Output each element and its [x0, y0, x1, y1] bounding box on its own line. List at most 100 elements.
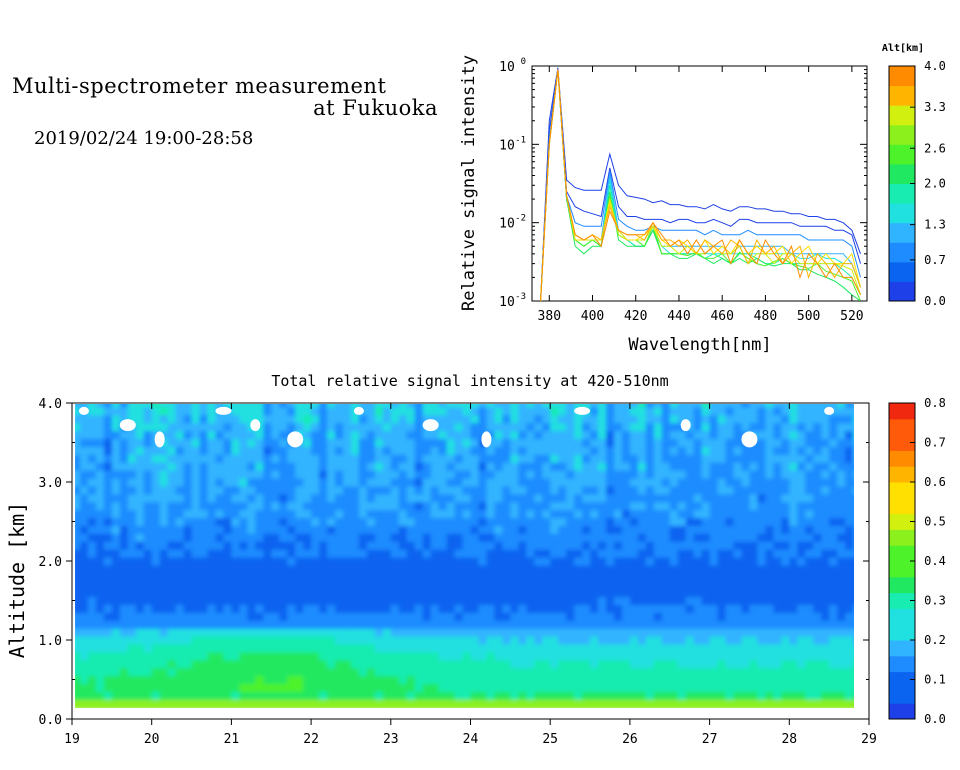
heatmap-cell — [725, 485, 735, 495]
heatmap-cell — [143, 675, 153, 684]
heatmap-cell — [598, 572, 607, 582]
heatmap-cell — [199, 414, 209, 424]
heatmap-cell — [606, 493, 615, 503]
heatmap-cell — [821, 470, 830, 479]
heatmap-cell — [374, 699, 384, 708]
heatmap-cell — [765, 699, 774, 708]
heatmap-cell — [685, 404, 695, 408]
heatmap-cell — [661, 604, 671, 613]
heatmap-cell — [319, 485, 328, 495]
heatmap-cell — [454, 651, 464, 661]
heatmap-cell — [685, 683, 695, 692]
heatmap-cell — [414, 612, 424, 621]
heatmap-cell — [406, 446, 416, 455]
heatmap-cell — [757, 462, 766, 471]
heatmap-cell — [414, 667, 424, 677]
heatmap-cell — [701, 667, 711, 677]
heatmap-cell — [550, 406, 559, 416]
heatmap-cell — [231, 485, 240, 495]
intensity-colorbar-tick-label: 0.4 — [924, 554, 946, 568]
heatmap-cell — [303, 422, 312, 432]
heatmap-cell — [343, 675, 352, 684]
heatmap-cell — [534, 612, 543, 621]
heatmap-cell — [398, 620, 408, 629]
heatmap-cell — [135, 549, 145, 558]
heatmap-cell — [343, 549, 352, 558]
heatmap-cell — [374, 596, 384, 605]
heatmap-cell — [183, 509, 193, 519]
intensity-colorbar-segment — [889, 640, 915, 657]
heatmap-cell — [87, 501, 97, 511]
heatmap-cell — [486, 414, 495, 424]
heatmap-cell — [215, 683, 225, 692]
heatmap-cell — [343, 404, 352, 408]
heatmap-cell — [319, 572, 328, 582]
heatmap-cell — [637, 470, 647, 479]
heatmap-cell — [685, 699, 695, 708]
heatmap-cell — [382, 675, 392, 684]
heatmap-cell — [478, 541, 488, 550]
heatmap-cell — [327, 493, 336, 503]
heatmap-cell — [175, 549, 185, 558]
heatmap-cell — [406, 478, 416, 487]
heatmap-cell — [478, 580, 488, 590]
heatmap-cell — [773, 644, 782, 653]
heatmap-cell — [757, 430, 766, 440]
heatmap-cell — [534, 446, 543, 455]
heatmap-cell — [701, 596, 711, 605]
heatmap-cell — [358, 517, 368, 526]
heatmap-cell — [486, 533, 495, 542]
heatmap-cell — [80, 651, 89, 661]
heatmap-cell — [526, 683, 535, 692]
heatmap-cell — [311, 525, 320, 534]
heatmap-cell — [566, 620, 575, 629]
heatmap-cell — [725, 651, 735, 661]
heatmap-cell — [494, 667, 503, 677]
heatmap-cell — [645, 628, 655, 637]
heatmap-cell — [454, 422, 464, 432]
heatmap-cell — [518, 675, 527, 684]
heatmap-cell — [87, 446, 97, 455]
heatmap-cell — [303, 454, 312, 463]
heatmap-cell — [574, 699, 583, 708]
heatmap-cell — [374, 533, 384, 542]
heatmap-cell — [621, 478, 631, 487]
heatmap-cell — [406, 414, 416, 424]
heatmap-cell — [247, 564, 256, 574]
heatmap-cell — [151, 620, 161, 629]
heatmap-cell — [75, 620, 81, 629]
heatmap-cell — [677, 549, 687, 558]
heatmap-cell — [151, 533, 161, 542]
heatmap-cell — [390, 541, 400, 550]
heatmap-cell — [295, 580, 304, 590]
heatmap-cell — [438, 699, 448, 708]
heatmap-cell — [470, 588, 480, 598]
heatmap-cell — [534, 636, 543, 645]
heatmap-cell — [717, 501, 727, 511]
heatmap-cell — [693, 533, 703, 542]
heatmap-cell — [526, 430, 535, 440]
heatmap-cell — [87, 691, 97, 700]
heatmap-cell — [454, 404, 464, 408]
heatmap-cell — [542, 612, 551, 621]
heatmap-cell — [422, 404, 432, 408]
heatmap-cell — [127, 549, 137, 558]
heatmap-cell — [789, 446, 798, 455]
heatmap-cell — [765, 604, 774, 613]
heatmap-cell — [486, 699, 495, 708]
heatmap-cell — [414, 636, 424, 645]
heatmap-cell — [502, 549, 511, 558]
heatmap-cell — [502, 517, 511, 526]
heatmap-cell — [789, 509, 798, 519]
heatmap-cell — [151, 517, 161, 526]
heatmap-cell — [95, 470, 105, 479]
heatmap-cell — [374, 644, 384, 653]
heatmap-cell — [438, 501, 448, 511]
heatmap-cell — [414, 596, 424, 605]
heatmap-cell — [271, 525, 280, 534]
heatmap-cell — [311, 620, 320, 629]
heatmap-cell — [199, 564, 209, 574]
heatmap-cell — [311, 509, 320, 519]
heatmap-cell — [87, 414, 97, 424]
heatmap-cell — [757, 533, 766, 542]
